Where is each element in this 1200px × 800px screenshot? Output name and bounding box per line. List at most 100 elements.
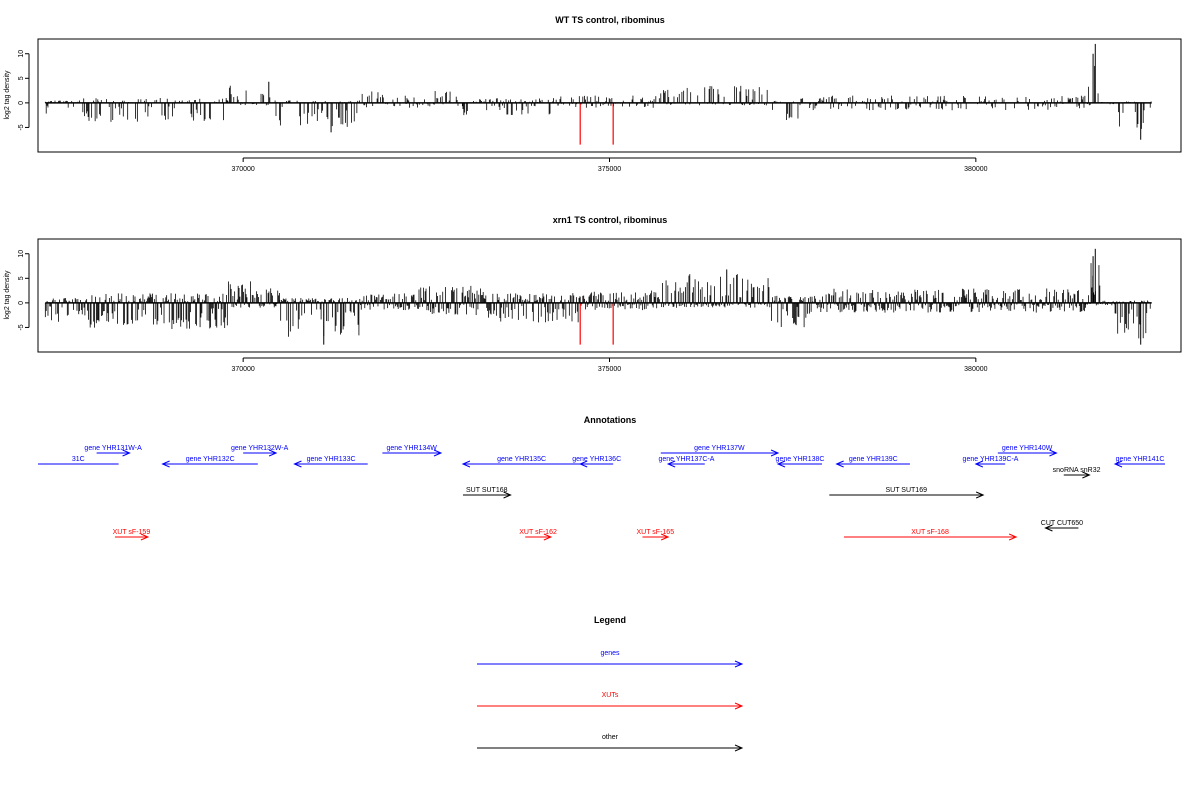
annotation-feature-label: gene YHR139C	[849, 456, 898, 463]
annotation-feature-label: 31C	[72, 456, 85, 463]
annotation-feature: XUT sF-162	[519, 529, 557, 541]
annotation-feature: gene YHR137W	[660, 445, 780, 457]
legend-item-arrowhead	[734, 660, 744, 668]
annotation-feature: gene YHR140W	[997, 445, 1058, 457]
annotation-feature-arrowhead	[140, 533, 150, 541]
xrn1-y-tick-label: 0	[18, 301, 25, 305]
xrn1-y-tick-label: 10	[18, 250, 25, 258]
annotation-feature: SUT SUT168	[462, 487, 512, 499]
wt-x-tick-label: 380000	[964, 166, 987, 173]
annotation-feature-label: gene YHR140W	[1002, 445, 1053, 452]
wt-track-title: WT TS control, ribominus	[555, 15, 665, 25]
annotation-feature-arrowhead	[433, 449, 443, 457]
legend-item-label: genes	[600, 650, 620, 657]
annotation-feature: gene YHR131W-A	[84, 445, 142, 457]
annotation-feature-label: gene YHR136C	[572, 456, 621, 463]
wt-density-bars	[44, 43, 1152, 145]
annotation-feature-label: SUT SUT169	[885, 487, 927, 494]
annotation-feature-arrowhead	[461, 460, 471, 468]
annotation-feature-arrowhead	[770, 449, 780, 457]
annotation-feature-arrowhead	[1113, 460, 1123, 468]
annotation-feature-arrowhead	[666, 460, 676, 468]
annotation-feature-arrowhead	[776, 460, 786, 468]
legend-item-arrowhead	[734, 744, 744, 752]
annotation-feature-label: gene YHR137W	[694, 445, 745, 452]
legend-item: XUTs	[477, 692, 744, 710]
annotation-feature: SUT SUT169	[829, 487, 985, 499]
annotation-feature-arrowhead	[543, 533, 553, 541]
annotation-feature-label: XUT sF-165	[636, 529, 674, 536]
legend-title: Legend	[594, 615, 626, 625]
annotation-feature: gene YHR133C	[293, 456, 368, 468]
annotations-panel: Annotations 31C gene YHR131W-A gene YHR132…	[38, 415, 1165, 541]
annotation-feature-arrowhead	[122, 449, 131, 457]
annotation-features: 31C gene YHR131W-A gene YHR132C gene YHR132…	[38, 445, 1165, 541]
annotations-title: Annotations	[584, 415, 637, 425]
annotation-feature-label: CUT CUT650	[1041, 520, 1083, 527]
xrn1-x-axis: 370000 375000 380000	[231, 357, 988, 373]
wt-x-tick-label: 375000	[598, 166, 621, 173]
wt-x-axis: 370000 375000 380000	[231, 157, 988, 173]
annotation-feature-arrowhead	[1082, 471, 1091, 479]
annotation-feature: gene YHR132C	[161, 456, 258, 468]
annotation-feature-arrowhead	[1044, 524, 1053, 532]
annotation-feature-arrowhead	[975, 491, 985, 499]
annotation-feature-arrowhead	[161, 460, 170, 468]
annotation-feature-label: gene YHR138C	[776, 456, 825, 463]
annotation-feature: XUT sF-159	[113, 529, 151, 541]
annotation-feature: snoRNA snR32	[1053, 467, 1101, 479]
wt-y-tick-label: -5	[18, 124, 25, 130]
annotation-feature-label: gene YHR131W-A	[84, 445, 142, 452]
annotation-feature: XUT sF-165	[636, 529, 674, 541]
annotation-feature-label: XUT sF-159	[113, 529, 151, 536]
wt-y-axis: -5 0 5 10	[18, 50, 30, 131]
wt-track-panel: WT TS control, ribominus log2 tag densit…	[4, 15, 1182, 173]
annotation-feature: gene YHR132W-A	[231, 445, 289, 457]
annotation-feature: gene YHR137C-A	[658, 456, 715, 468]
wt-plot-frame	[37, 38, 1182, 153]
annotation-feature: gene YHR136C	[572, 456, 621, 468]
annotation-feature-label: gene YHR132W-A	[231, 445, 289, 452]
annotation-feature-label: snoRNA snR32	[1053, 467, 1101, 474]
annotation-feature-arrowhead	[1049, 449, 1058, 457]
xrn1-track-panel: xrn1 TS control, ribominus log2 tag dens…	[4, 215, 1182, 373]
annotation-feature: 31C	[38, 456, 119, 465]
wt-y-tick-label: 10	[18, 50, 25, 58]
annotation-feature-arrowhead	[835, 460, 844, 468]
legend-item-label: other	[602, 734, 619, 741]
annotation-feature-label: XUT sF-162	[519, 529, 557, 536]
annotation-feature-label: gene YHR137C-A	[658, 456, 714, 463]
legend-items: genes XUTs other	[477, 650, 744, 752]
annotation-feature-arrowhead	[974, 460, 984, 468]
annotation-feature-arrowhead	[1008, 533, 1018, 541]
annotation-feature: CUT CUT650	[1041, 520, 1083, 532]
legend-panel: Legend genes XUTs other	[477, 615, 744, 752]
annotation-feature: gene YHR141C	[1113, 456, 1165, 468]
annotation-feature: gene YHR135C	[461, 456, 581, 468]
annotation-feature-arrowhead	[578, 460, 588, 468]
wt-y-tick-label: 5	[18, 76, 25, 80]
xrn1-y-axis: -5 0 5 10	[18, 250, 30, 331]
annotation-feature-label: gene YHR134W	[386, 445, 437, 452]
annotation-feature-arrowhead	[268, 449, 278, 457]
xrn1-x-tick-label: 375000	[598, 366, 621, 373]
annotation-feature: XUT sF-168	[843, 529, 1018, 541]
annotation-feature-label: SUT SUT168	[466, 487, 508, 494]
xrn1-plot-frame	[37, 238, 1182, 353]
annotation-feature-arrowhead	[293, 460, 302, 468]
annotation-feature-arrowhead	[660, 533, 670, 541]
annotation-feature-label: gene YHR135C	[497, 456, 546, 463]
xrn1-x-tick-label: 370000	[231, 366, 254, 373]
xrn1-track-title: xrn1 TS control, ribominus	[553, 215, 668, 225]
legend-item: genes	[477, 650, 744, 668]
annotation-feature-arrowhead	[503, 491, 512, 499]
legend-item-arrowhead	[734, 702, 744, 710]
wt-y-tick-label: 0	[18, 101, 25, 105]
annotation-feature-label: gene YHR139C-A	[963, 456, 1019, 463]
annotation-feature-label: gene YHR132C	[186, 456, 235, 463]
xrn1-y-tick-label: 5	[18, 276, 25, 280]
annotation-feature-label: XUT sF-168	[911, 529, 949, 536]
wt-y-axis-label: log2 tag density	[4, 70, 11, 120]
annotation-feature: gene YHR134W	[382, 445, 443, 457]
